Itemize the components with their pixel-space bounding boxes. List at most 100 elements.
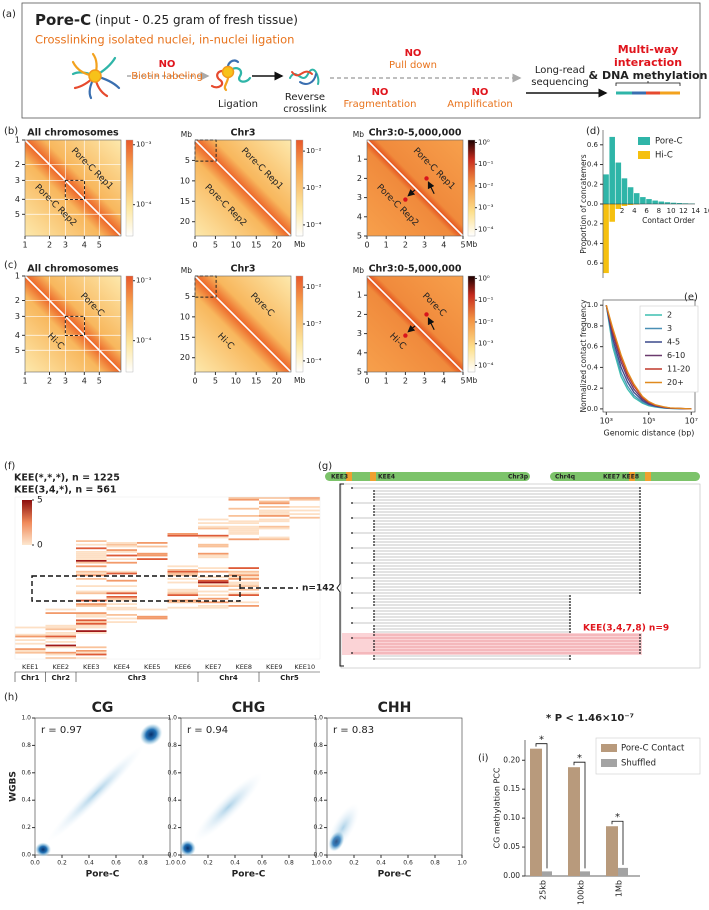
matrix-cell <box>198 583 229 586</box>
x-axis-label: Contact Order <box>642 216 696 225</box>
fragment-end <box>639 505 641 507</box>
fragment-end <box>373 565 375 567</box>
bar <box>658 201 665 204</box>
matrix-cell <box>106 603 137 605</box>
fragment-end <box>639 571 641 573</box>
matrix-cell <box>228 522 259 524</box>
fragment-end <box>639 550 641 552</box>
x-tick-label: 15 <box>251 377 261 386</box>
fragment-end <box>639 586 641 588</box>
bar <box>609 204 615 222</box>
matrix-cell <box>198 518 229 521</box>
x-tick-label: 5 <box>460 377 465 386</box>
fragment-end <box>639 529 641 531</box>
y-tick-label: 0.4 <box>21 797 31 804</box>
y-tick-label: 5 <box>15 210 20 219</box>
axis-unit: Mb <box>294 240 305 249</box>
matrix-cell <box>167 578 198 580</box>
contact-dot <box>424 176 429 181</box>
fragment-end <box>373 595 375 597</box>
bar <box>615 204 622 209</box>
matrix-cell <box>45 653 76 656</box>
fragment-end <box>639 649 641 651</box>
y-axis-label: Normalized contact frequency <box>579 299 588 413</box>
y-tick-label: 4 <box>15 195 20 204</box>
fragment-end <box>569 613 571 615</box>
y-tick-label: 10 <box>180 312 190 321</box>
fragment-end <box>351 532 353 534</box>
matrix-cell <box>259 506 290 508</box>
matrix-cell <box>228 583 259 586</box>
heading: KEE(*,*,*), n = 1225 <box>14 473 120 484</box>
panel-frame <box>21 2 701 119</box>
segment-label: Chr4q <box>555 474 575 481</box>
legend-box <box>639 305 699 393</box>
fragment-end <box>351 562 353 564</box>
column-label: KEE4 <box>113 663 130 671</box>
fragment-end <box>373 580 375 582</box>
fragment-end <box>639 487 641 489</box>
x-tick-label: 4 <box>82 377 87 386</box>
matrix-cell <box>167 569 198 571</box>
x-tick-label: 1.0 <box>165 860 175 867</box>
fragment-end <box>569 610 571 612</box>
fragment-end <box>373 586 375 588</box>
matrix-cell <box>228 570 259 573</box>
y-tick-label: 15 <box>180 333 190 342</box>
matrix-cell <box>228 531 259 533</box>
colorbar-label: 10⁻⁴ <box>306 221 322 229</box>
colorbar <box>22 500 32 545</box>
panel-label: (g) <box>318 461 332 472</box>
skipped-step: Pull down <box>389 60 437 71</box>
legend-label: 20+ <box>667 378 684 387</box>
matrix-cell <box>228 497 259 499</box>
fragment-end <box>639 577 641 579</box>
fragment-end <box>639 556 641 558</box>
axis-unit: Mb <box>353 130 364 139</box>
matrix-cell <box>76 615 107 618</box>
skipped-step: Amplification <box>447 99 513 110</box>
method: Crosslinking isolated nuclei, in-nuclei … <box>35 33 294 47</box>
colorbar <box>295 275 304 373</box>
matrix-cell <box>259 497 290 499</box>
matrix-cell <box>106 590 137 593</box>
x-tick-label: 4 <box>441 241 446 250</box>
matrix-cell <box>45 612 76 614</box>
fragment-end <box>569 595 571 597</box>
matrix-cell <box>228 525 259 528</box>
y-tick-label: 1.0 <box>313 715 323 722</box>
bar <box>652 200 658 204</box>
matrix-cell <box>228 538 259 541</box>
matrix-cell <box>259 536 290 539</box>
significance-bracket <box>535 743 548 869</box>
matrix-cell <box>76 612 107 614</box>
matrix-cell <box>76 657 107 659</box>
no-label: NO <box>159 59 176 70</box>
y-tick-label: 0.4 <box>167 797 177 804</box>
fragment-end <box>569 607 571 609</box>
arrow <box>407 325 416 333</box>
bar <box>615 162 622 204</box>
axis-unit: Mb <box>353 266 364 275</box>
fragment-end <box>639 508 641 510</box>
fragment-end <box>639 517 641 519</box>
y-tick-label: 0.2 <box>587 180 598 188</box>
matrix-cell <box>76 551 107 553</box>
plot-title: CG <box>92 700 114 716</box>
skipped-step: Fragmentation <box>343 99 416 110</box>
x-tick-label: 15 <box>251 241 261 250</box>
matrix-frame <box>24 275 122 373</box>
matrix-cell <box>167 534 198 537</box>
matrix-cell <box>228 567 259 569</box>
fragment-end <box>373 631 375 633</box>
x-tick-label: 10 <box>667 207 676 215</box>
matrix-cell <box>106 542 137 544</box>
matrix-cell <box>198 605 229 607</box>
fragment-end <box>639 553 641 555</box>
matrix-cell <box>289 498 320 501</box>
matrix-cell <box>106 596 137 598</box>
panel-label: (b) <box>4 126 18 137</box>
fragment-end <box>373 535 375 537</box>
matrix-cell <box>76 543 107 546</box>
colorbar-label: 10⁻⁴ <box>136 201 152 209</box>
